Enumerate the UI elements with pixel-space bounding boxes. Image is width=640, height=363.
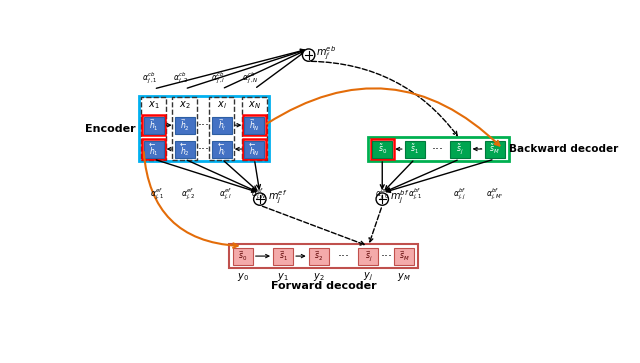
Text: $\alpha^{cb}_{j',1}$: $\alpha^{cb}_{j',1}$ — [142, 70, 157, 86]
Text: $\alpha^{ef}_{j,l}$: $\alpha^{ef}_{j,l}$ — [219, 186, 232, 201]
Text: ···: ··· — [197, 143, 209, 156]
FancyBboxPatch shape — [143, 140, 164, 158]
FancyBboxPatch shape — [175, 140, 195, 158]
FancyBboxPatch shape — [308, 248, 329, 265]
Text: $\alpha^{cb}_{j',l}$: $\alpha^{cb}_{j',l}$ — [211, 70, 225, 86]
Text: $\alpha^{cb}_{j',2}$: $\alpha^{cb}_{j',2}$ — [173, 70, 189, 86]
Text: $x_l$: $x_l$ — [217, 99, 227, 111]
FancyBboxPatch shape — [450, 140, 470, 158]
Text: $y_2$: $y_2$ — [313, 271, 324, 283]
Text: $\alpha^{bf}_{j,M'}$: $\alpha^{bf}_{j,M'}$ — [486, 186, 503, 201]
FancyBboxPatch shape — [372, 140, 392, 158]
Text: $m^{bf}_{j}$: $m^{bf}_{j}$ — [390, 189, 410, 206]
Text: $\vec{h}_l$: $\vec{h}_l$ — [218, 118, 226, 133]
FancyBboxPatch shape — [212, 117, 232, 134]
Text: ···: ··· — [471, 143, 483, 156]
FancyBboxPatch shape — [212, 140, 232, 158]
Text: ···: ··· — [380, 250, 392, 262]
Text: $\tilde{s}_j$: $\tilde{s}_j$ — [456, 142, 463, 156]
Text: $\alpha^{ef}_{j,N}$: $\alpha^{ef}_{j,N}$ — [251, 186, 266, 201]
Text: $\alpha^{bf}_{j,0}$: $\alpha^{bf}_{j,0}$ — [375, 186, 389, 201]
FancyBboxPatch shape — [394, 248, 414, 265]
Text: $\alpha^{ef}_{j,1}$: $\alpha^{ef}_{j,1}$ — [150, 186, 164, 201]
Text: $x_2$: $x_2$ — [179, 99, 191, 111]
FancyBboxPatch shape — [143, 117, 164, 134]
Text: $\vec{s}_M$: $\vec{s}_M$ — [399, 249, 409, 263]
Text: Encoder: Encoder — [85, 124, 136, 134]
Circle shape — [303, 49, 315, 61]
Text: $\tilde{s}_0$: $\tilde{s}_0$ — [378, 143, 387, 156]
FancyBboxPatch shape — [273, 248, 293, 265]
Text: $\overleftarrow{h}_2$: $\overleftarrow{h}_2$ — [180, 140, 189, 158]
FancyBboxPatch shape — [244, 117, 264, 134]
FancyBboxPatch shape — [244, 140, 264, 158]
Text: ···: ··· — [431, 143, 444, 156]
Text: $\overleftarrow{h}_1$: $\overleftarrow{h}_1$ — [148, 140, 159, 158]
Text: $y_0$: $y_0$ — [237, 271, 249, 283]
Text: $\vec{s}_j$: $\vec{s}_j$ — [365, 249, 372, 263]
Text: $m^{ef}_{j}$: $m^{ef}_{j}$ — [268, 189, 287, 206]
Text: $\alpha^{bf}_{j,j}$: $\alpha^{bf}_{j,j}$ — [453, 186, 467, 201]
Text: $\vec{h}_2$: $\vec{h}_2$ — [180, 118, 189, 133]
Text: $\tilde{s}_M$: $\tilde{s}_M$ — [490, 143, 500, 156]
Text: $y_j$: $y_j$ — [364, 271, 373, 283]
Text: ···: ··· — [197, 119, 209, 132]
FancyBboxPatch shape — [175, 117, 195, 134]
Text: $\vec{s}_0$: $\vec{s}_0$ — [238, 249, 247, 263]
Text: $\vec{h}_N$: $\vec{h}_N$ — [249, 118, 260, 133]
FancyBboxPatch shape — [233, 248, 253, 265]
Text: $x_N$: $x_N$ — [248, 99, 261, 111]
Text: $y_1$: $y_1$ — [277, 271, 289, 283]
Text: $\alpha^{bf}_{j,1}$: $\alpha^{bf}_{j,1}$ — [408, 186, 422, 201]
FancyBboxPatch shape — [484, 140, 505, 158]
Text: $\alpha^{ef}_{j,2}$: $\alpha^{ef}_{j,2}$ — [181, 186, 196, 201]
Text: Forward decoder: Forward decoder — [271, 281, 376, 291]
Text: $\overleftarrow{h}_i$: $\overleftarrow{h}_i$ — [218, 140, 226, 158]
Text: $\alpha^{cb}_{j',N}$: $\alpha^{cb}_{j',N}$ — [242, 70, 259, 86]
FancyBboxPatch shape — [404, 140, 425, 158]
Text: $\vec{s}_1$: $\vec{s}_1$ — [278, 249, 287, 263]
Text: $x_1$: $x_1$ — [148, 99, 159, 111]
Circle shape — [376, 193, 388, 205]
Text: $\overleftarrow{h}_N$: $\overleftarrow{h}_N$ — [249, 140, 260, 158]
FancyBboxPatch shape — [358, 248, 378, 265]
Text: Backward decoder: Backward decoder — [509, 144, 618, 154]
Text: $m^{eb}_{j'}$: $m^{eb}_{j'}$ — [316, 44, 337, 61]
Text: $\vec{h}_1$: $\vec{h}_1$ — [148, 118, 159, 133]
Text: $\vec{s}_2$: $\vec{s}_2$ — [314, 249, 323, 263]
Text: $y_M$: $y_M$ — [397, 271, 411, 283]
Circle shape — [253, 193, 266, 205]
Text: $\tilde{s}_1$: $\tilde{s}_1$ — [410, 143, 419, 156]
Text: ···: ··· — [337, 250, 349, 262]
